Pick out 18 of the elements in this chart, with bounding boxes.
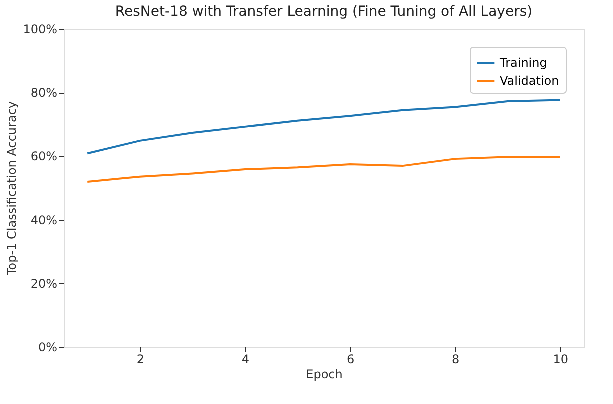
- x-tick-label: 10: [553, 352, 569, 366]
- line-series: [86, 156, 562, 183]
- y-axis-title: Top-1 Classification Accuracy: [5, 101, 20, 277]
- line-series: [86, 99, 562, 155]
- y-tick-label: 0%: [38, 340, 58, 354]
- y-tick-label: 20%: [30, 276, 58, 291]
- x-tick-label: 8: [452, 352, 460, 366]
- y-tick-label: 60%: [30, 150, 58, 164]
- x-tick-label: 6: [346, 352, 355, 366]
- legend-label: Validation: [500, 74, 560, 88]
- x-tick-label: 4: [242, 352, 250, 366]
- x-axis-title: Epoch: [306, 368, 343, 382]
- chart-title: ResNet-18 with Transfer Learning (Fine Tuning of All Layers): [115, 4, 533, 20]
- y-tick-label: 100%: [23, 22, 58, 36]
- y-tick-label: 40%: [30, 213, 58, 228]
- x-tick-label: 2: [136, 352, 144, 366]
- legend-label: Training: [499, 56, 548, 70]
- y-tick-label: 80%: [30, 86, 58, 100]
